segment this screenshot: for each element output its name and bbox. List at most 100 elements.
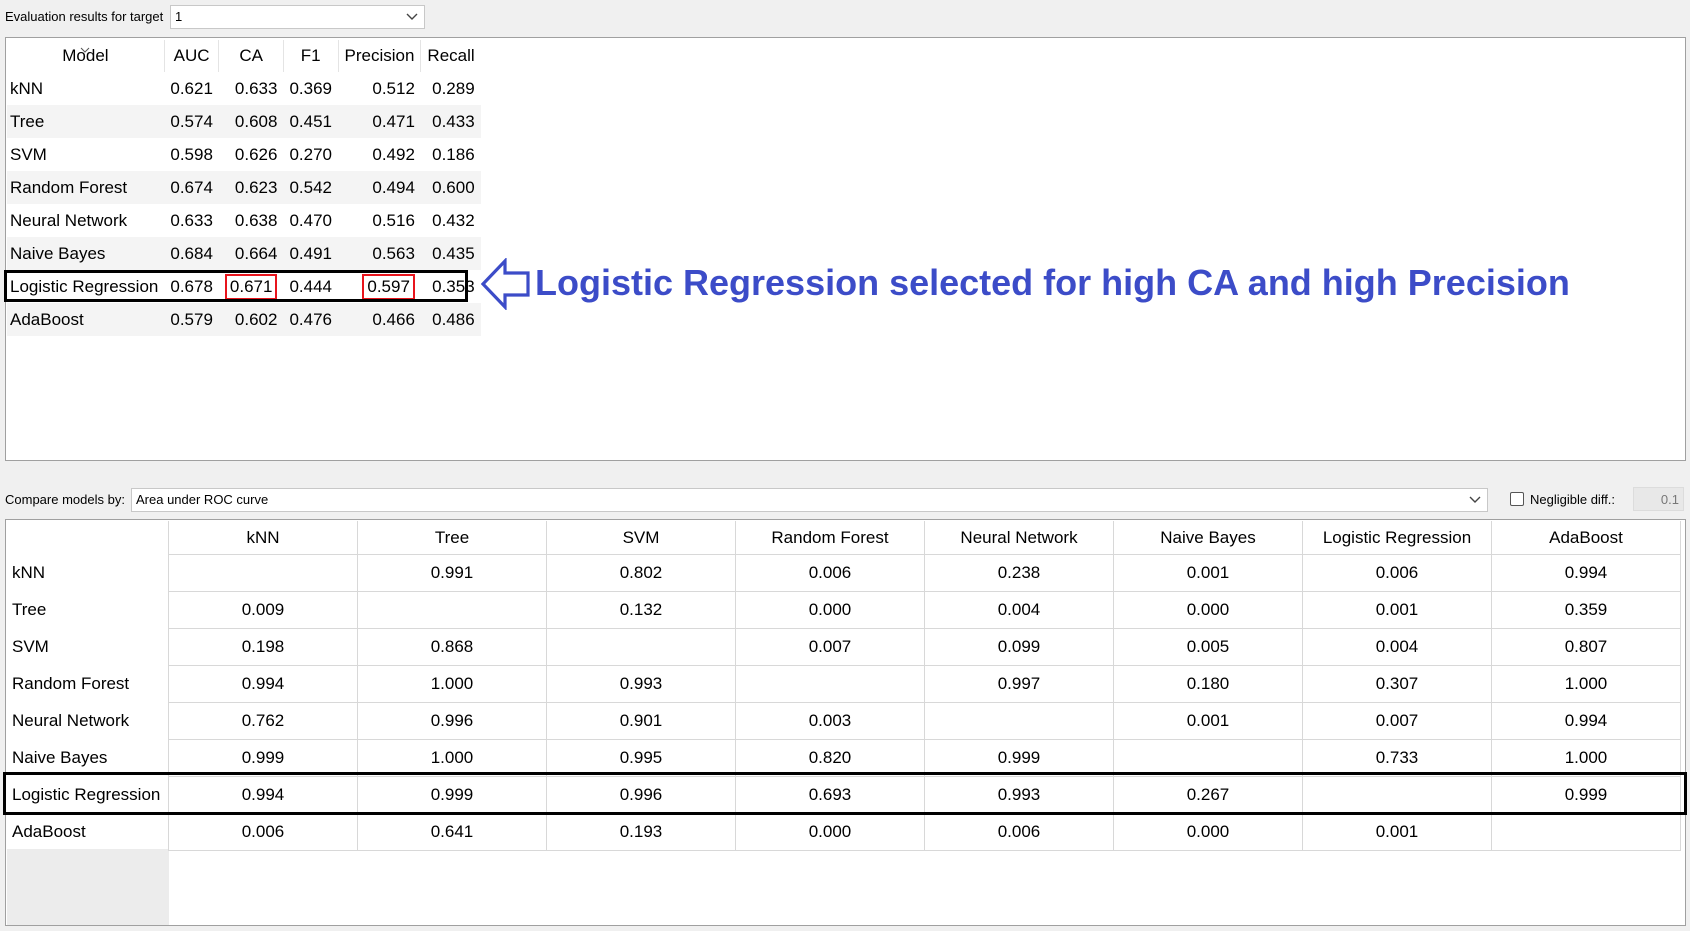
eval-cell-ca: 0.602 (218, 303, 284, 336)
eval-row[interactable]: AdaBoost 0.579 0.602 0.476 0.466 0.486 (7, 303, 481, 336)
compare-cell: 1.000 (1491, 739, 1681, 777)
compare-cell: 0.009 (168, 591, 358, 629)
eval-cell-precision: 0.471 (338, 105, 421, 138)
compare-cell: 0.001 (1113, 702, 1303, 740)
eval-row[interactable]: SVM 0.598 0.626 0.270 0.492 0.186 (7, 138, 481, 171)
compare-col-header: Random Forest (735, 521, 925, 555)
compare-row: Random Forest 0.994 1.000 0.993 0.997 0.180 0.… (7, 665, 1681, 703)
compare-cell: 0.000 (735, 813, 925, 851)
compare-cell: 0.994 (168, 776, 358, 814)
compare-cell: 0.004 (1302, 628, 1492, 666)
eval-cell-model: kNN (10, 78, 44, 98)
negligible-diff-input[interactable]: 0.1 (1633, 487, 1684, 511)
eval-header-auc[interactable]: AUC (164, 40, 220, 72)
compare-row-header: Naive Bayes (7, 739, 169, 777)
eval-cell-precision: 0.597 (338, 270, 421, 303)
eval-cell-auc: 0.574 (164, 105, 219, 138)
eval-cell-f1: 0.270 (289, 144, 332, 164)
compare-corner (7, 521, 169, 555)
compare-cell: 0.997 (924, 665, 1114, 703)
eval-cell-auc: 0.633 (170, 210, 213, 230)
compare-cell: 0.180 (1113, 665, 1303, 703)
model-comparison-table: kNN Tree SVM Random Forest Neural Network Nai… (7, 521, 1681, 851)
compare-col-header: SVM (546, 521, 736, 555)
compare-row-header: Random Forest (7, 665, 169, 703)
eval-cell-recall: 0.433 (420, 105, 481, 138)
eval-header-f1[interactable]: F1 (283, 40, 339, 72)
compare-cell: 0.006 (924, 813, 1114, 851)
eval-cell-model: Neural Network (10, 210, 128, 230)
compare-cell: 0.007 (735, 628, 925, 666)
eval-row[interactable]: Tree 0.574 0.608 0.451 0.471 0.433 (7, 105, 481, 138)
eval-cell-precision: 0.516 (372, 210, 415, 230)
eval-row[interactable]: Naive Bayes 0.684 0.664 0.491 0.563 0.435 (7, 237, 481, 270)
negligible-diff-checkbox[interactable] (1510, 492, 1524, 506)
compare-cell: 1.000 (1491, 665, 1681, 703)
compare-row-header: Logistic Regression (7, 776, 169, 814)
compare-cell: 0.004 (924, 591, 1114, 629)
compare-cell: 0.007 (1302, 702, 1492, 740)
compare-cell (546, 628, 736, 666)
compare-cell: 0.005 (1113, 628, 1303, 666)
eval-cell-recall: 0.486 (420, 303, 481, 336)
eval-cell-model: AdaBoost (7, 303, 165, 336)
compare-cell: 0.999 (168, 739, 358, 777)
compare-cell: 0.193 (546, 813, 736, 851)
compare-cell: 0.762 (168, 702, 358, 740)
compare-cell: 0.307 (1302, 665, 1492, 703)
evaluation-results-panel: Model AUC CA F1 Precision Recall kNN 0.62… (5, 37, 1686, 461)
eval-header-recall[interactable]: Recall (427, 46, 475, 65)
compare-cell (1302, 776, 1492, 814)
compare-label: Compare models by: (5, 492, 125, 507)
compare-cell: 1.000 (357, 739, 547, 777)
compare-row: Logistic Regression 0.994 0.999 0.996 0.693 0… (7, 776, 1681, 814)
eval-header-precision[interactable]: Precision (338, 40, 422, 72)
compare-cell: 0.868 (357, 628, 547, 666)
eval-cell-recall: 0.432 (432, 210, 475, 230)
compare-cell: 0.000 (735, 591, 925, 629)
compare-cell: 0.996 (357, 702, 547, 740)
eval-cell-recall: 0.186 (432, 144, 475, 164)
eval-header-label: Model (62, 46, 109, 65)
eval-cell-auc: 0.579 (164, 303, 219, 336)
compare-header-row: kNN Tree SVM Random Forest Neural Network Nai… (7, 521, 1681, 555)
compare-row-header: Neural Network (7, 702, 169, 740)
eval-cell-model: Naive Bayes (7, 237, 165, 270)
eval-header-row: Model AUC CA F1 Precision Recall (7, 40, 481, 72)
compare-cell (924, 702, 1114, 740)
eval-cell-auc: 0.684 (164, 237, 219, 270)
eval-cell-f1: 0.444 (289, 276, 332, 296)
eval-cell-recall: 0.600 (420, 171, 481, 204)
eval-cell-auc: 0.598 (170, 144, 213, 164)
compare-cell (1113, 739, 1303, 777)
compare-cell (168, 554, 358, 592)
target-select-value: 1 (175, 9, 183, 24)
eval-cell-f1: 0.470 (289, 210, 332, 230)
compare-cell: 0.267 (1113, 776, 1303, 814)
sort-indicator-icon (80, 38, 90, 58)
compare-select[interactable]: Area under ROC curve (131, 488, 1488, 512)
target-select[interactable]: 1 (170, 5, 425, 29)
eval-header-ca[interactable]: CA (218, 40, 284, 72)
eval-row[interactable]: Logistic Regression 0.678 0.671 0.444 0.597 0… (7, 270, 481, 303)
compare-cell: 0.901 (546, 702, 736, 740)
compare-cell: 0.993 (924, 776, 1114, 814)
row-header-filler (7, 849, 169, 925)
compare-col-header: Logistic Regression (1302, 521, 1492, 555)
compare-cell: 0.693 (735, 776, 925, 814)
eval-row[interactable]: Random Forest 0.674 0.623 0.542 0.494 0.600 (7, 171, 481, 204)
eval-cell-ca: 0.608 (218, 105, 284, 138)
eval-cell-model: Tree (7, 105, 165, 138)
eval-header-model[interactable]: Model (7, 38, 165, 72)
eval-cell-ca: 0.623 (218, 171, 284, 204)
compare-cell: 0.807 (1491, 628, 1681, 666)
annotation-text: Logistic Regression selected for high CA… (535, 262, 1570, 303)
eval-row[interactable]: kNN 0.621 0.633 0.369 0.512 0.289 (7, 72, 481, 105)
eval-row[interactable]: Neural Network 0.633 0.638 0.470 0.516 0.432 (7, 204, 481, 237)
eval-cell-precision: 0.512 (372, 78, 415, 98)
eval-cell-ca: 0.664 (218, 237, 284, 270)
compare-cell: 0.001 (1302, 813, 1492, 851)
compare-cell: 0.999 (1491, 776, 1681, 814)
eval-cell-auc: 0.621 (170, 78, 213, 98)
compare-cell: 0.006 (168, 813, 358, 851)
